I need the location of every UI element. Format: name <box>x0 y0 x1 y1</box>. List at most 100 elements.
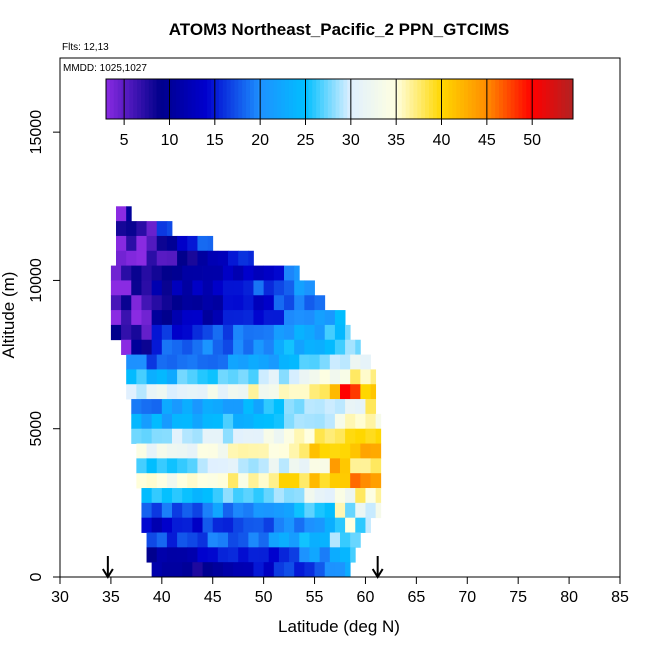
heatmap-cell <box>166 384 178 400</box>
heatmap-cell <box>340 443 351 459</box>
colorbar-segment <box>374 79 379 119</box>
heatmap-cell <box>273 295 285 311</box>
heatmap-cell <box>151 339 163 355</box>
x-tick-label: 55 <box>306 589 324 606</box>
heatmap-cell <box>365 399 377 415</box>
colorbar-segment <box>499 79 504 119</box>
heatmap-cell <box>289 443 300 459</box>
heatmap-cell <box>151 295 163 311</box>
heatmap-cell <box>299 384 310 400</box>
heatmap-cell <box>222 517 234 533</box>
y-axis-label: Altitude (m) <box>0 272 18 359</box>
heatmap-cell <box>192 324 203 341</box>
heatmap-cell <box>360 443 371 459</box>
heatmap-cell <box>299 443 310 459</box>
heatmap-cell <box>329 369 341 385</box>
heatmap-cell <box>233 488 244 504</box>
heatmap-cell <box>289 473 300 489</box>
heatmap-cell <box>182 562 193 578</box>
heatmap-cell <box>258 532 270 548</box>
heatmap-cell <box>263 339 275 355</box>
heatmap-cell <box>182 399 193 415</box>
heatmap-cell <box>212 428 224 444</box>
heatmap-cell <box>273 428 285 444</box>
heatmap-cell <box>177 473 188 489</box>
heatmap-cell <box>324 562 336 578</box>
heatmap-cell <box>309 354 321 370</box>
colorbar-tick-label: 35 <box>387 132 405 149</box>
heatmap-cell <box>289 369 300 385</box>
heatmap-cell <box>187 473 198 489</box>
heatmap-cell <box>161 517 173 533</box>
heatmap-cell <box>268 547 280 563</box>
colorbar-segment <box>456 79 461 119</box>
heatmap-cell <box>217 547 229 563</box>
heatmap-cell <box>217 458 229 474</box>
heatmap-cell <box>350 384 361 400</box>
heatmap-cell <box>202 280 214 296</box>
colorbar-segment <box>292 79 298 119</box>
heatmap-cell <box>182 339 193 355</box>
heatmap-cell <box>146 547 158 563</box>
heatmap-cell <box>345 413 356 430</box>
heatmap-cell <box>182 310 193 326</box>
heatmap-cell <box>324 399 336 415</box>
heatmap-cell <box>278 473 290 489</box>
heatmap-cell <box>212 324 224 341</box>
heatmap-cell <box>294 295 305 311</box>
heatmap-cell <box>360 369 371 385</box>
heatmap-cell <box>248 354 259 370</box>
colorbar-tick-label: 30 <box>342 132 360 149</box>
colorbar-segment <box>382 79 387 119</box>
heatmap-cell <box>126 221 137 237</box>
heatmap-cell <box>151 517 163 533</box>
heatmap-cell <box>345 488 356 504</box>
heatmap-cell <box>319 443 331 459</box>
heatmap-cell <box>350 458 361 474</box>
heatmap-cell <box>258 473 270 489</box>
heatmap-cell <box>365 517 371 533</box>
colorbar-segment <box>401 79 407 119</box>
heatmap-cell <box>172 488 183 504</box>
colorbar-segment <box>378 79 383 119</box>
heatmap-cell <box>197 443 209 459</box>
colorbar-segment <box>211 79 216 119</box>
heatmap-cell <box>233 428 244 444</box>
heatmap-cell <box>192 428 203 444</box>
colorbar-segment <box>261 79 267 119</box>
heatmap-cell <box>187 235 198 252</box>
heatmap-cell <box>172 280 183 296</box>
heatmap-cell <box>284 339 295 355</box>
heatmap-cell <box>172 310 183 326</box>
heatmap-cell <box>156 250 168 266</box>
heatmap-cell <box>284 413 295 430</box>
heatmap-cell <box>329 458 341 474</box>
heatmap-cell <box>212 310 224 326</box>
colorbar-segment <box>448 79 453 119</box>
heatmap-cell <box>284 502 295 519</box>
heatmap-cell <box>294 428 305 444</box>
colorbar-segment <box>417 79 422 119</box>
heatmap-cell <box>141 265 153 281</box>
heatmap-cell <box>161 324 173 341</box>
heatmap-cell <box>355 339 361 355</box>
heatmap-cell <box>304 324 315 341</box>
heatmap-cell <box>370 473 382 489</box>
colorbar-segment <box>113 79 119 119</box>
heatmap-cell <box>309 473 321 489</box>
colorbar-segment <box>277 79 282 119</box>
heatmap-cell <box>309 369 321 385</box>
heatmap-cell <box>278 369 290 385</box>
heatmap-cell <box>278 384 290 400</box>
heatmap-cell <box>151 265 163 281</box>
heatmap-cell <box>273 339 285 355</box>
heatmap-cell <box>192 310 203 326</box>
heatmap-cell <box>248 547 259 563</box>
heatmap-cell <box>248 250 254 266</box>
heatmap-cell <box>131 399 142 415</box>
heatmap-cell <box>212 413 224 430</box>
heatmap-cell <box>166 532 178 548</box>
heatmap-cell <box>253 310 265 326</box>
heatmap-cell <box>304 339 315 355</box>
heatmap-cell <box>197 547 209 563</box>
